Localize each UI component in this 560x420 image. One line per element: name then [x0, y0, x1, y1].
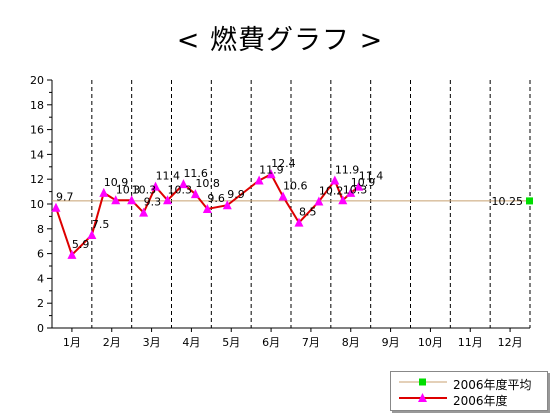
- series-2006-label-2: 7.5: [92, 218, 110, 231]
- x-tick-label-5: 6月: [262, 336, 280, 349]
- x-tick-label-0: 1月: [63, 336, 81, 349]
- y-tick-label-6: 12: [30, 173, 44, 186]
- series-2006-label-18: 11.9: [335, 163, 360, 176]
- y-tick-label-2: 4: [37, 272, 44, 285]
- series-2006-label-3: 10.9: [104, 176, 128, 189]
- grid-layer: [91, 80, 531, 328]
- series-2006-point-12: [222, 200, 232, 210]
- series-2006-point-14: [266, 169, 276, 179]
- series-2006-point-13: [254, 175, 264, 185]
- y-tick-label-8: 16: [30, 124, 44, 137]
- series-2006-label-10: 10.8: [195, 177, 220, 190]
- series-2006-label-0: 9.7: [56, 191, 74, 204]
- y-tick-label-5: 10: [30, 198, 44, 211]
- series-2006-point-16: [294, 217, 304, 227]
- x-tick-label-9: 10月: [418, 336, 443, 349]
- labels-layer: 10.259.75.97.510.910.310.39.311.410.311.…: [56, 157, 523, 251]
- series-2006-label-1: 5.9: [72, 238, 90, 251]
- series-2006-label-7: 11.4: [156, 170, 181, 183]
- series-2006-label-9: 11.6: [183, 167, 208, 180]
- x-tick-label-2: 3月: [143, 336, 161, 349]
- x-tick-label-6: 7月: [302, 336, 320, 349]
- series-2006-point-6: [139, 207, 149, 217]
- series-2006-label-12: 9.9: [227, 188, 245, 201]
- series-2006-label-5: 10.3: [132, 183, 157, 196]
- series-2006-label-14: 12.4: [271, 157, 296, 170]
- series-2006-point-20: [346, 187, 356, 197]
- legend-label-2006: 2006年度: [453, 394, 508, 408]
- x-tick-label-1: 2月: [103, 336, 121, 349]
- series-2006-label-8: 10.3: [168, 183, 193, 196]
- series-layer: [51, 169, 533, 259]
- series-2006-point-7: [151, 181, 161, 191]
- series-2006-label-19: 10.3: [343, 183, 368, 196]
- average-label: 10.25: [492, 195, 524, 208]
- legend: 2006年度平均 2006年度: [390, 371, 548, 411]
- x-tick-label-3: 4月: [182, 336, 200, 349]
- series-2006-label-15: 10.6: [283, 180, 308, 193]
- series-2006-label-21: 11.4: [359, 170, 384, 183]
- series-2006-point-3: [99, 187, 109, 197]
- x-tick-label-10: 11月: [458, 336, 483, 349]
- series-2006-point-17: [314, 196, 324, 206]
- series-2006-point-0: [51, 202, 61, 212]
- series-2006-line: [55, 172, 360, 257]
- series-2006-label-20: 10.9: [351, 176, 376, 189]
- x-tick-label-11: 12月: [498, 336, 523, 349]
- average-marker: [526, 197, 533, 205]
- y-tick-label-4: 8: [37, 223, 44, 236]
- legend-item-2006: 2006年度: [391, 391, 547, 408]
- series-2006-label-6: 9.3: [144, 196, 162, 209]
- series-2006-point-18: [330, 175, 340, 185]
- y-tick-label-10: 20: [30, 74, 44, 87]
- axes-layer: 0 2 4 6 8 10 12 14 16 18 20 1月 2月 3月 4月 5月 6月 7月 8月 9月 10月 11…: [30, 74, 530, 349]
- series-2006-point-15: [278, 191, 288, 201]
- y-tick-label-0: 0: [37, 322, 44, 335]
- y-tick-label-9: 18: [30, 99, 44, 112]
- x-tick-label-4: 5月: [222, 336, 240, 349]
- series-2006-label-13: 11.9: [259, 163, 284, 176]
- series-2006-label-4: 10.3: [116, 183, 141, 196]
- series-2006-label-16: 8.5: [299, 206, 317, 219]
- legend-2006-swatch: [399, 393, 447, 402]
- y-tick-label-3: 6: [37, 248, 44, 261]
- legend-item-average: 2006年度平均: [391, 375, 547, 392]
- series-2006-point-2: [87, 230, 97, 239]
- series-2006-point-8: [163, 195, 173, 205]
- series-2006-point-9: [178, 179, 188, 189]
- chart-title: < 燃費グラフ >: [176, 25, 384, 56]
- series-2006-point-4: [111, 195, 121, 205]
- series-2006-point-21: [354, 181, 364, 191]
- series-2006-point-5: [127, 195, 137, 205]
- series-2006-point-10: [190, 189, 200, 199]
- y-tick-label-1: 2: [37, 297, 44, 310]
- x-tick-label-7: 8月: [342, 336, 360, 349]
- series-2006-label-11: 9.6: [207, 192, 225, 205]
- series-2006-point-19: [338, 195, 348, 205]
- series-2006-point-1: [67, 249, 77, 259]
- x-tick-label-8: 9月: [382, 336, 400, 349]
- y-tick-label-7: 14: [30, 148, 44, 161]
- series-2006-label-17: 10.2: [319, 185, 344, 198]
- legend-average-swatch: [399, 378, 447, 386]
- series-2006-point-11: [202, 203, 212, 213]
- legend-label-average: 2006年度平均: [453, 378, 532, 392]
